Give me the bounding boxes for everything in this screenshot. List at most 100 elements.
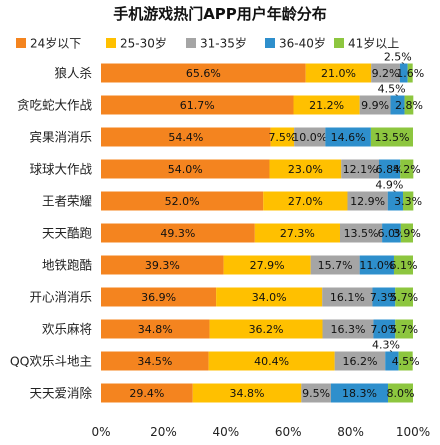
bar-segment	[400, 159, 414, 179]
bar-segment	[395, 287, 413, 307]
legend-swatch	[106, 38, 116, 48]
legend-label: 24岁以下	[30, 36, 81, 51]
category-label: 开心消消乐	[29, 290, 92, 305]
data-label: 11.0%	[359, 259, 394, 272]
legend-label: 36-40岁	[279, 36, 326, 51]
category-label: 天天酷跑	[42, 226, 93, 241]
data-label: 40.4%	[254, 355, 289, 368]
data-label: 29.4%	[129, 387, 164, 400]
data-label: 13.5%	[374, 131, 409, 144]
legend-swatch	[186, 38, 196, 48]
legend: 24岁以下 25-30岁 31-35岁 36-40岁 41岁以上	[16, 36, 399, 51]
bar-segment	[208, 351, 335, 371]
legend-swatch	[334, 38, 344, 48]
bar-segment	[385, 351, 399, 371]
data-label: 54.0%	[168, 163, 203, 176]
x-tick-label: 60%	[275, 425, 302, 439]
category-label: 天天爱消除	[29, 386, 92, 401]
leader-line	[401, 62, 404, 64]
leader-line	[395, 94, 398, 96]
data-label: 6.8%	[376, 163, 404, 176]
bar-segment	[393, 255, 413, 275]
data-label: 10.0%	[292, 131, 327, 144]
bar-segment	[341, 159, 379, 179]
data-label: 6.0%	[377, 227, 405, 240]
data-label: 36.2%	[249, 323, 284, 336]
bar-segment	[371, 63, 400, 83]
bar-segment	[373, 319, 396, 339]
data-label: 27.9%	[250, 259, 285, 272]
data-label: 8.0%	[387, 387, 415, 400]
data-label: 12.9%	[350, 195, 385, 208]
category-label: 贪吃蛇大作战	[17, 98, 93, 113]
data-label: 65.6%	[186, 67, 221, 80]
data-label: 36.9%	[141, 291, 176, 304]
bar-segment	[370, 127, 413, 147]
category-label: QQ欢乐斗地主	[10, 354, 92, 369]
category-label: 王者荣耀	[42, 194, 93, 209]
x-tick-label: 40%	[212, 425, 239, 439]
bar-segment	[399, 63, 408, 83]
data-label: 27.3%	[280, 227, 315, 240]
data-label: 14.6%	[331, 131, 366, 144]
bar-segment	[334, 351, 386, 371]
bar-segment	[101, 159, 270, 179]
bar-segment	[294, 127, 326, 147]
data-label: 6.1%	[390, 259, 418, 272]
category-label: 球球大作战	[29, 162, 92, 177]
data-label: 9.9%	[361, 99, 389, 112]
bar-segment	[390, 95, 405, 115]
data-label: 9.5%	[302, 387, 330, 400]
data-label: 16.2%	[342, 355, 377, 368]
bar-segment	[339, 223, 383, 243]
bar-segment	[209, 319, 323, 339]
bar-segment	[254, 223, 340, 243]
data-label: 2.5%	[384, 51, 412, 64]
legend-label: 25-30岁	[120, 36, 167, 51]
data-label: 27.0%	[288, 195, 323, 208]
bar-segment	[101, 351, 209, 371]
data-label: 13.5%	[344, 227, 379, 240]
bar-segment	[400, 223, 413, 243]
plot-area: 狼人杀 65.6% 21.0% 9.2% 2.5% 1.6% 贪吃蛇大作战 61.7% 21.2…	[10, 51, 424, 403]
bar-segment	[404, 95, 414, 115]
bar-segment	[325, 127, 371, 147]
bar-segment	[305, 63, 372, 83]
bar-segment	[101, 223, 255, 243]
bar-segment	[395, 319, 413, 339]
data-label: 49.3%	[160, 227, 195, 240]
legend-swatch	[265, 38, 275, 48]
data-label: 34.8%	[230, 387, 265, 400]
data-label: 2.8%	[395, 99, 423, 112]
data-label: 21.0%	[321, 67, 356, 80]
legend-label: 41岁以上	[348, 36, 399, 51]
bar-segment	[310, 255, 360, 275]
data-label: 34.0%	[252, 291, 287, 304]
data-label: 5.7%	[390, 291, 418, 304]
data-label: 4.5%	[378, 83, 406, 96]
bar-segment	[101, 287, 217, 307]
category-label: 欢乐麻将	[42, 322, 92, 337]
legend-swatch	[16, 38, 26, 48]
bar-segment	[263, 191, 348, 211]
bar-segment	[322, 287, 373, 307]
bar-segment	[387, 191, 404, 211]
bar-segment	[101, 191, 264, 211]
x-axis: 0% 20% 40% 60% 80% 100%	[91, 425, 430, 439]
data-label: 39.3%	[145, 259, 180, 272]
bar-segment	[322, 319, 374, 339]
bar-segment	[330, 383, 389, 403]
legend-label: 31-35岁	[200, 36, 247, 51]
bar-segment	[382, 223, 401, 243]
x-tick-label: 100%	[396, 425, 430, 439]
data-label: 3.3%	[394, 195, 422, 208]
data-label: 23.0%	[288, 163, 323, 176]
leader-line	[393, 190, 396, 192]
data-label: 4.5%	[392, 355, 420, 368]
bar-segment	[101, 127, 271, 147]
bar-segment	[347, 191, 388, 211]
bar-segment	[403, 191, 414, 211]
chart-title: 手机游戏热门APP用户年龄分布	[113, 5, 327, 23]
